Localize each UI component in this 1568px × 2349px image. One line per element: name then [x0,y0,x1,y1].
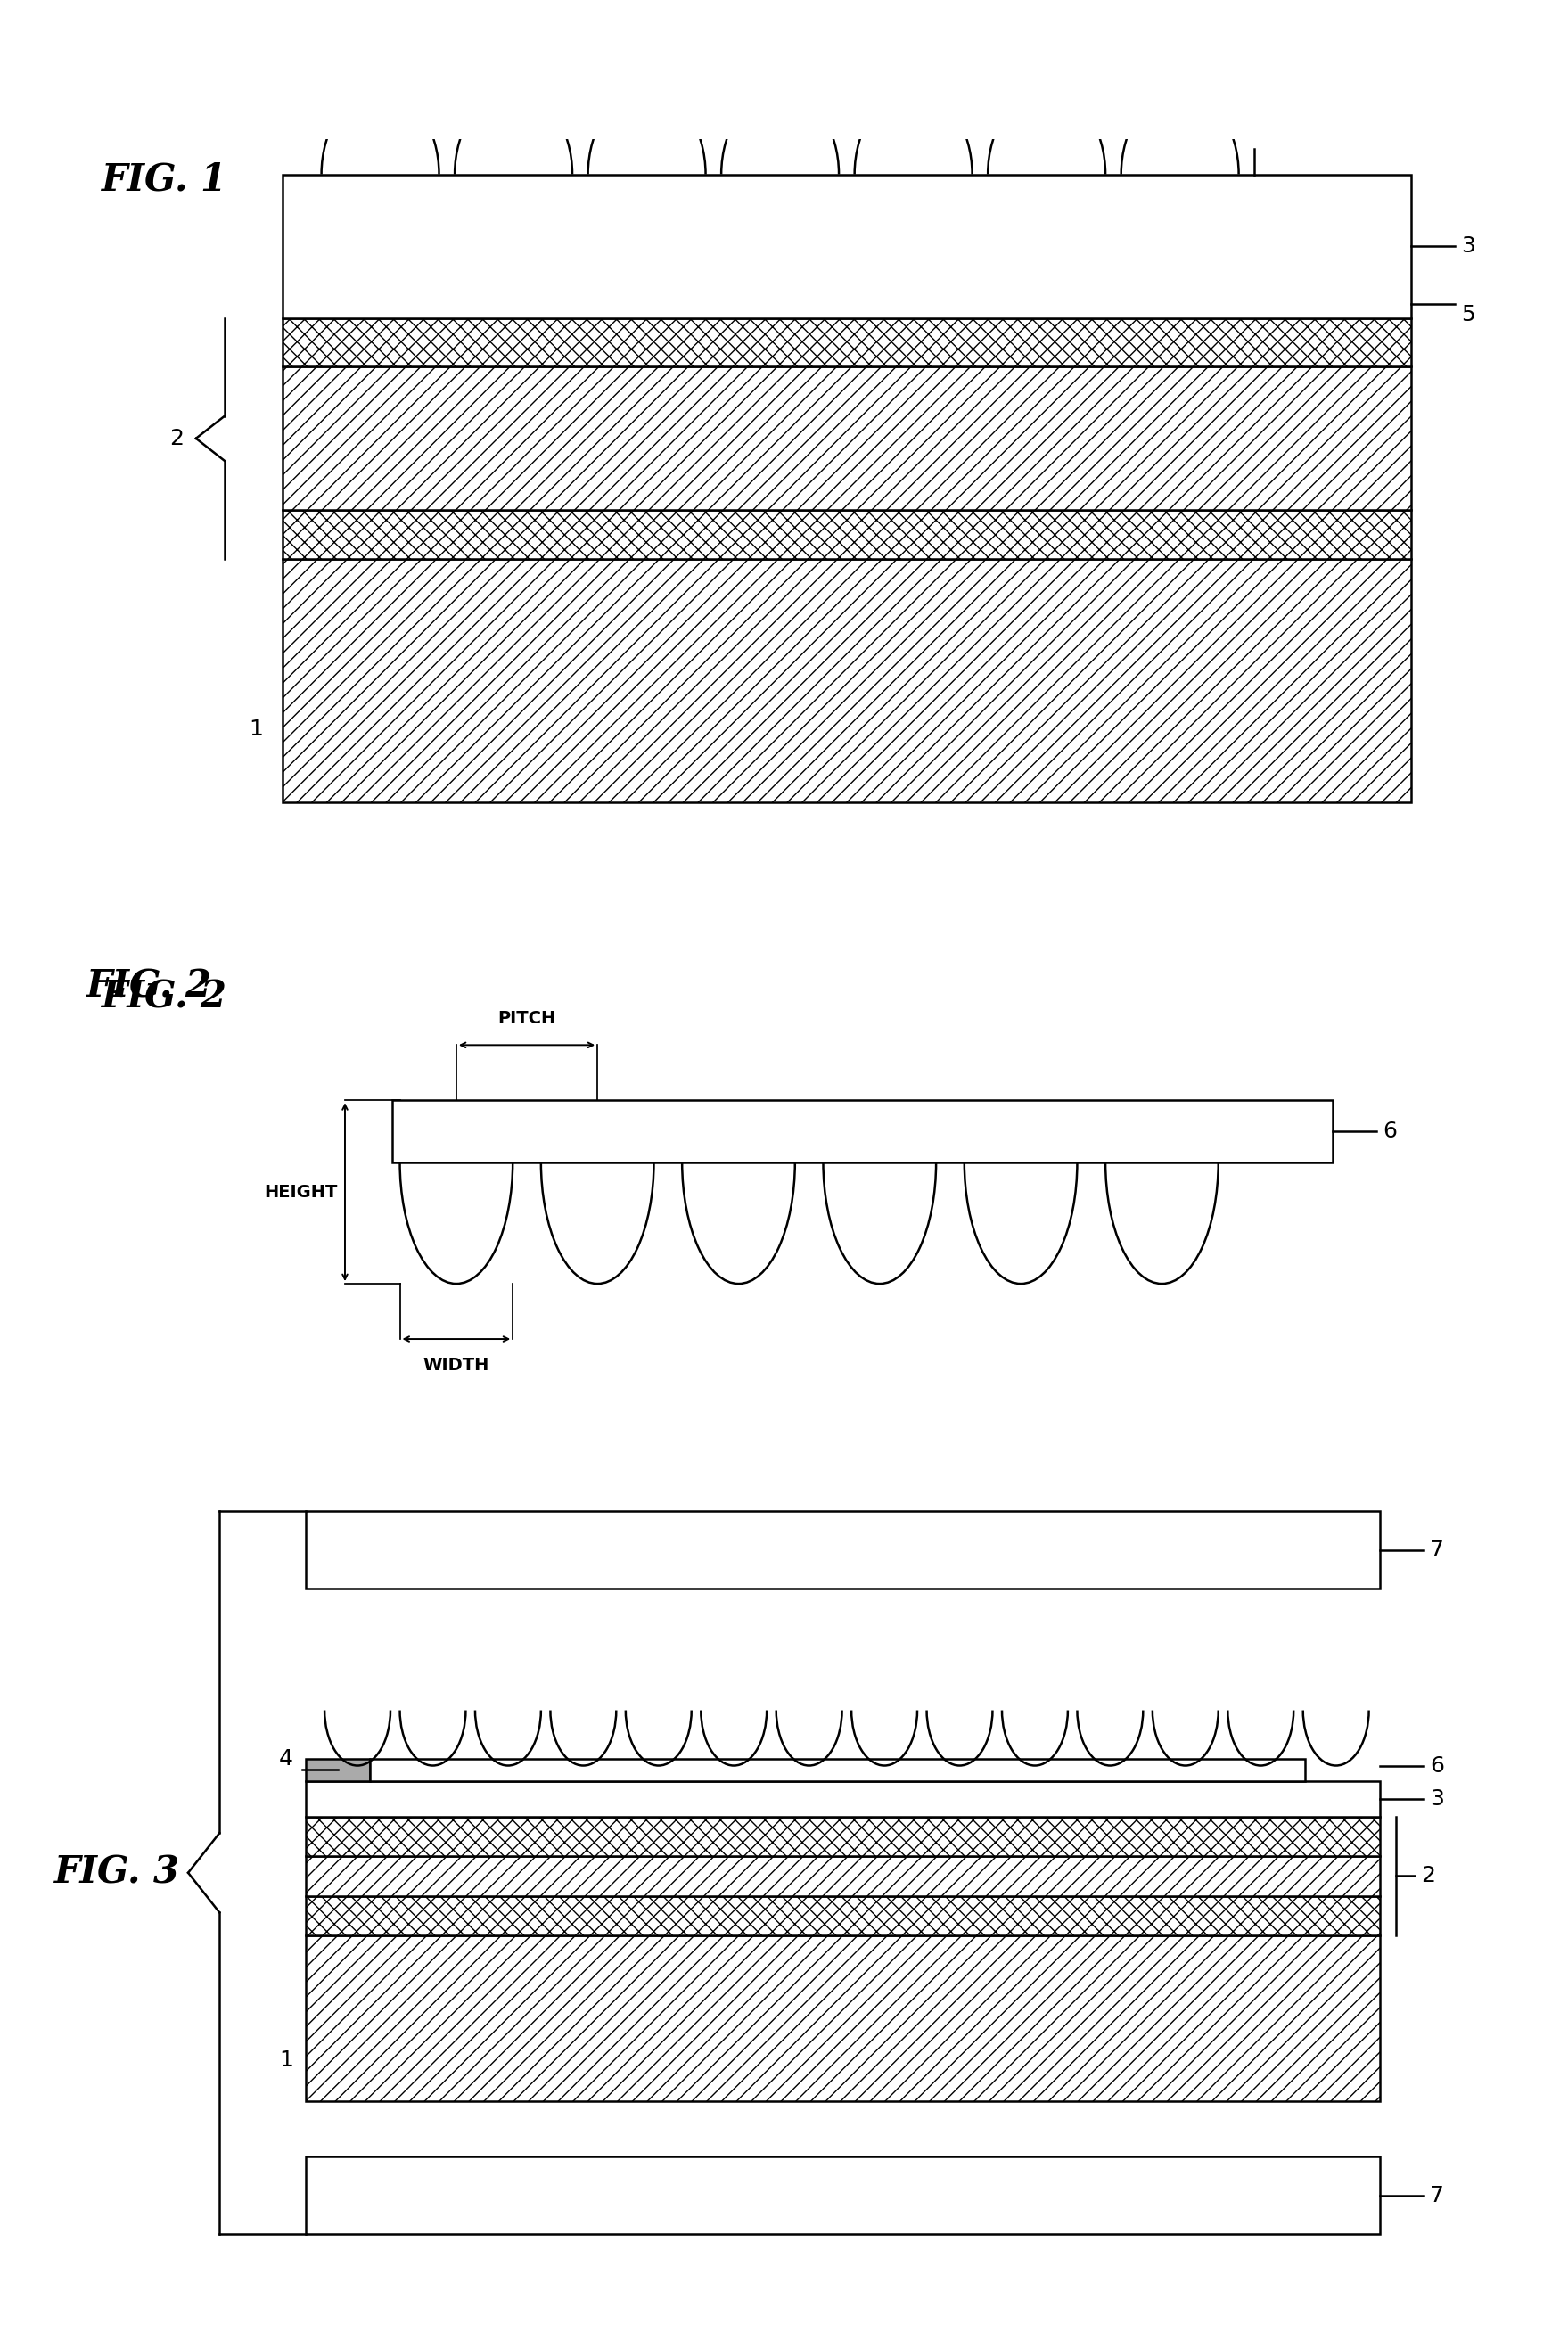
Text: 2: 2 [169,428,183,449]
Bar [306,1510,1380,1588]
Bar [370,1759,1305,1781]
Bar [282,174,1411,317]
Text: 4: 4 [279,1748,293,1769]
Text: 6: 6 [1383,1120,1397,1142]
Text: 7: 7 [1430,2185,1444,2206]
Bar [306,1781,1380,1816]
Bar [306,1759,370,1781]
Bar [306,1816,1380,1856]
Text: 5: 5 [1461,303,1475,327]
Text: PITCH: PITCH [497,1010,557,1027]
Bar [306,1856,1380,1896]
Text: WIDTH: WIDTH [423,1358,489,1374]
Bar [306,1936,1380,2102]
Text: HEIGHT: HEIGHT [263,1184,337,1200]
Bar [282,317,1411,366]
Bar [282,366,1411,510]
Bar [392,1099,1333,1163]
Text: FIG. 2: FIG. 2 [102,980,227,1017]
Bar [282,559,1411,801]
Text: 2: 2 [1421,1865,1435,1886]
Text: 6: 6 [1430,1755,1444,1776]
Bar [306,2156,1380,2234]
Text: FIG. 1: FIG. 1 [102,162,227,200]
Text: 3: 3 [1430,1788,1444,1809]
Text: FIG. 2: FIG. 2 [86,968,212,1005]
Text: 3: 3 [1461,235,1475,256]
Bar [282,510,1411,559]
Bar [306,1896,1380,1936]
Text: FIG. 3: FIG. 3 [55,1853,180,1891]
Text: 7: 7 [1430,1539,1444,1560]
Text: 1: 1 [279,2048,293,2072]
Text: 1: 1 [249,719,263,740]
